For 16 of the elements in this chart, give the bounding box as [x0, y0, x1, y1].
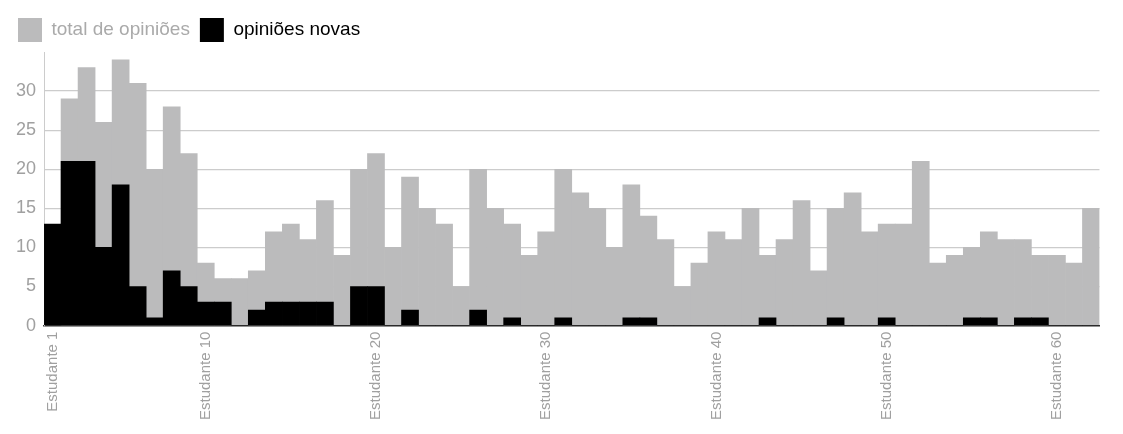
y-tick-label: 15 — [15, 197, 37, 218]
x-tick-label: Estudante 30 — [536, 331, 554, 420]
y-tick-label: 0 — [26, 314, 37, 335]
x-tick-label: Estudante 60 — [1047, 331, 1065, 420]
y-tick-label: 5 — [26, 275, 37, 296]
y-tick-label: 30 — [15, 80, 37, 101]
y-tick-label: 25 — [15, 119, 37, 140]
x-tick-label: Estudante 10 — [195, 331, 213, 420]
x-tick-label: Estudante 1 — [42, 331, 60, 412]
x-tick-label: Estudante 20 — [366, 331, 384, 420]
y-tick-label: 20 — [15, 158, 37, 179]
x-tick-label: Estudante 40 — [706, 331, 724, 420]
x-tick-label: Estudante 50 — [876, 331, 894, 420]
legend-label: total de opiniões — [51, 18, 190, 40]
legend-label: opiniões novas — [233, 18, 361, 40]
y-tick-label: 10 — [15, 236, 37, 257]
